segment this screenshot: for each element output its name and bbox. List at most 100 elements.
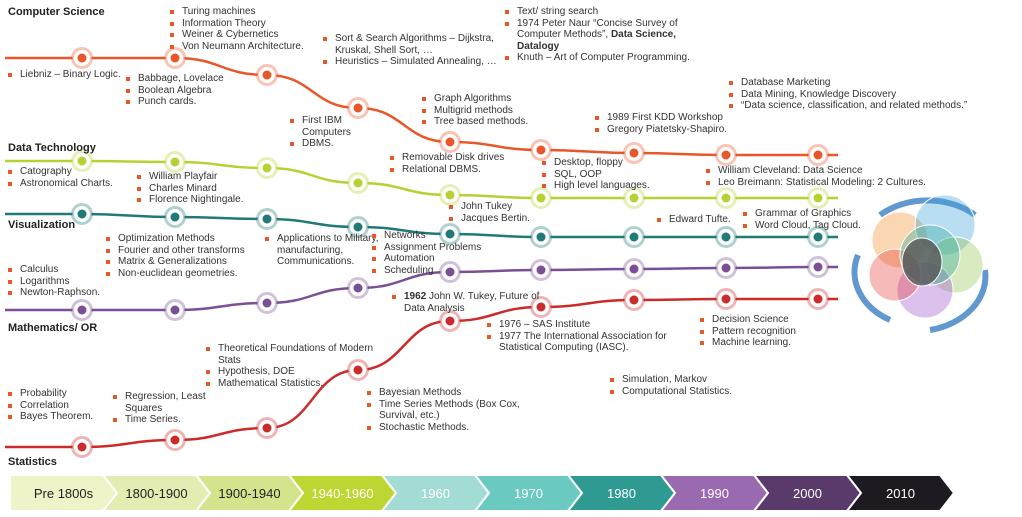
milestone-dot (629, 264, 639, 274)
note-text: 1974 Peter Naur “Concise Survey of Compu… (517, 17, 678, 41)
note-item: Grammar of Graphics (743, 208, 863, 220)
note-item: Bayesian Methods (367, 387, 527, 399)
note-item: 1977 The International Association for S… (487, 331, 687, 354)
note-list: Applications to Military, manufacturing,… (265, 233, 380, 268)
milestone-dot (262, 214, 272, 224)
note-list: 1962 John W. Tukey, Future of Data Analy… (392, 291, 542, 314)
note-item: Decision Science (700, 314, 840, 326)
milestone-dot (536, 265, 546, 275)
period-label: 2000 (793, 486, 822, 501)
note-item: Simulation, Markov (610, 374, 760, 386)
note-list: Theoretical Foundations of Modern Stats H… (206, 343, 376, 389)
note-item: Astronomical Charts. (8, 178, 138, 190)
note-list: 1989 First KDD Workshop Gregory Piatetsky… (595, 112, 745, 135)
note-item: Weiner & Cybernetics (170, 29, 330, 41)
milestone-dot (170, 53, 180, 63)
note-item: Hypothesis, DOE (206, 366, 376, 378)
milestone-dot (629, 193, 639, 203)
track-label: Mathematics/ OR (8, 322, 98, 334)
period-label: 1980 (607, 486, 636, 501)
track-line (5, 297, 838, 449)
note-item: 1962 John W. Tukey, Future of Data Analy… (392, 291, 542, 314)
note-item: William Cleveland: Data Science (706, 165, 936, 177)
period-label: 1990 (700, 486, 729, 501)
note-item: Logarithms (8, 276, 128, 288)
milestone-dot (629, 148, 639, 158)
note-list: William Cleveland: Data Science Leo Breim… (706, 165, 936, 188)
milestone-dot (721, 263, 731, 273)
note-item: Florence Nightingale. (137, 194, 267, 206)
milestone-dot (445, 267, 455, 277)
note-item: 1989 First KDD Workshop (595, 112, 745, 124)
period-label: Pre 1800s (34, 486, 94, 501)
note-list: Simulation, Markov Computational Statisti… (610, 374, 760, 397)
milestone-dot (262, 70, 272, 80)
milestone-dot (536, 232, 546, 242)
note-item: Turing machines (170, 6, 330, 18)
note-item: Matrix & Generalizations (106, 256, 266, 268)
milestone-dot (77, 209, 87, 219)
milestone-dot (77, 53, 87, 63)
note-item: Newton-Raphson. (8, 287, 128, 299)
note-item: Boolean Algebra (126, 85, 266, 97)
note-item: Regression, Least Squares (113, 391, 223, 414)
track-line (5, 56, 838, 157)
note-item: High level languages. (542, 180, 672, 192)
note-item: Data Mining, Knowledge Discovery (729, 89, 969, 101)
milestone-dot (353, 178, 363, 188)
milestone-dot (721, 232, 731, 242)
note-item: Pattern recognition (700, 326, 840, 338)
note-item: William Playfair (137, 171, 267, 183)
note-item: Fourier and other transforms (106, 245, 266, 257)
milestone-dot (170, 212, 180, 222)
note-list: Probability Correlation Bayes Theorem. (8, 388, 118, 423)
venn-graphic (851, 194, 989, 333)
note-item: Desktop, floppy (542, 157, 672, 169)
milestone-dot (445, 190, 455, 200)
note-item: 1976 – SAS Institute (487, 319, 687, 331)
note-item: Knuth – Art of Computer Programming. (505, 52, 705, 64)
milestone-dot (813, 150, 823, 160)
note-list: Database Marketing Data Mining, Knowledge… (729, 77, 969, 112)
milestone-dot (353, 283, 363, 293)
note-item: Computational Statistics. (610, 386, 760, 398)
note-item: Removable Disk drives (390, 152, 540, 164)
note-list: Desktop, floppy SQL, OOP High level langua… (542, 157, 672, 192)
note-item: Punch cards. (126, 96, 266, 108)
milestone-dot (629, 232, 639, 242)
note-list: Networks Assignment Problems Automation Sch… (372, 230, 492, 276)
note-item: Stochastic Methods. (367, 422, 527, 434)
note-item: Scheduling (372, 265, 492, 277)
milestone-dot (813, 232, 823, 242)
milestone-dot (721, 193, 731, 203)
note-item: Bayes Theorem. (8, 411, 118, 423)
note-item: Liebniz – Binary Logic. (8, 69, 168, 81)
note-item: Assignment Problems (372, 242, 492, 254)
note-item: DBMS. (290, 138, 360, 150)
note-item: Calculus (8, 264, 128, 276)
milestone-dot (262, 163, 272, 173)
track-label: Statistics (8, 456, 57, 468)
milestone-dot (170, 305, 180, 315)
note-item: Information Theory (170, 18, 330, 30)
note-item: Heuristics – Simulated Annealing, … (323, 56, 513, 68)
milestone-dot (536, 302, 546, 312)
note-item: Probability (8, 388, 118, 400)
note-list: Removable Disk drives Relational DBMS. (390, 152, 540, 175)
note-list: John Tukey Jacques Bertin. (449, 201, 549, 224)
milestone-dot (262, 423, 272, 433)
note-item: Networks (372, 230, 492, 242)
period-label: 1800-1900 (125, 486, 187, 501)
note-list: William Playfair Charles Minard Florence N… (137, 171, 267, 206)
note-item: Edward Tufte. (657, 214, 737, 226)
note-list: Graph Algorithms Multigrid methods Tree ba… (422, 93, 562, 128)
milestone-dot (170, 435, 180, 445)
note-item: Babbage, Lovelace (126, 73, 266, 85)
milestone-dot (445, 137, 455, 147)
milestone-dot (353, 103, 363, 113)
milestone-dot (813, 262, 823, 272)
milestone-dot (77, 305, 87, 315)
note-list: First IBM Computers DBMS. (290, 115, 360, 150)
note-item: SQL, OOP (542, 169, 672, 181)
note-item: Gregory Piatetsky-Shapiro. (595, 124, 745, 136)
